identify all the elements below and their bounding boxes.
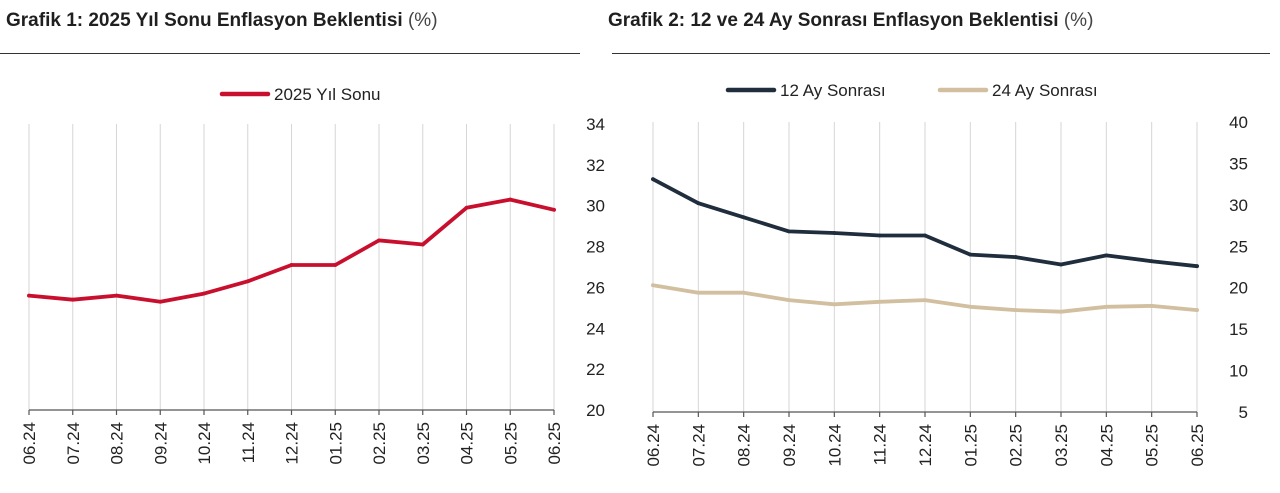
x-tick-label: 08.24: [735, 424, 754, 467]
x-tick-label: 03.25: [414, 422, 433, 465]
y-tick-label: 34: [586, 115, 605, 134]
data-point: [377, 238, 381, 243]
y-tick-label: 32: [586, 156, 605, 175]
y-tick-label: 10: [1229, 362, 1248, 381]
chart-1-svg: 06.24 07.24 08.24 09.24 10.24 11.24 12.24 01.25…: [20, 85, 605, 465]
y-tick-label: 30: [1229, 196, 1248, 215]
x-tick-label: 04.25: [1097, 424, 1116, 467]
data-point: [968, 252, 973, 257]
data-point: [923, 233, 927, 238]
y-tick-label: 28: [586, 238, 605, 257]
x-tick-label: 09.24: [151, 422, 170, 465]
data-point: [333, 263, 338, 267]
data-point: [696, 201, 701, 206]
chart-panel-1: Grafik 1: 2025 Yıl Sonu Enflasyon Beklen…: [0, 0, 605, 493]
data-point: [832, 231, 837, 235]
data-point: [1013, 308, 1018, 312]
data-point: [877, 233, 882, 238]
y-tick-label: 25: [1229, 237, 1248, 256]
chart-2-unit: (%): [1063, 10, 1094, 31]
data-point: [70, 297, 75, 302]
data-point: [202, 291, 206, 296]
x-tick-label: 01.25: [326, 422, 345, 465]
chart-1-unit: (%): [407, 10, 438, 31]
data-point: [1013, 255, 1018, 259]
x-tick-label: 11.24: [871, 424, 890, 465]
y-tick-label: 22: [586, 360, 605, 379]
data-point: [508, 197, 513, 202]
chart-2-svg: 06.24 07.24 08.24 09.24 10.24 11.24 12.24 01.25…: [644, 81, 1248, 467]
legend-label-1: 2025 Yıl Sonu: [274, 85, 381, 104]
chart-2-divider: [612, 53, 1270, 54]
chart-1-divider: [0, 53, 580, 54]
x-tick-label: 12.24: [916, 424, 935, 467]
x-tick-label: 10.24: [825, 424, 844, 467]
data-point: [1195, 264, 1199, 269]
data-point: [832, 302, 837, 307]
data-point: [923, 298, 927, 303]
data-point: [289, 263, 294, 267]
data-point: [741, 215, 746, 220]
y-tick-label: 15: [1229, 320, 1248, 339]
y-tick-label: 20: [1229, 279, 1248, 298]
x-tick-label: 01.25: [961, 424, 980, 467]
y-tick-label: 20: [586, 401, 605, 420]
data-point: [651, 283, 655, 288]
data-point: [651, 177, 655, 182]
data-point: [877, 299, 882, 304]
x-tick-label: 12.24: [283, 422, 302, 465]
x-tick-label: 04.25: [458, 422, 477, 465]
data-point: [114, 293, 119, 298]
y-tick-label: 35: [1229, 154, 1248, 173]
x-tick-label: 06.24: [20, 422, 39, 465]
x-tick-label: 05.25: [501, 422, 520, 465]
chart-2-title: Grafik 2: 12 ve 24 Ay Sonrası Enflasyon …: [608, 10, 1094, 31]
data-point: [787, 298, 791, 303]
x-tick-label: 10.24: [195, 422, 214, 465]
x-tick-label: 06.25: [545, 422, 564, 465]
x-tick-label: 11.24: [239, 422, 258, 463]
y-tick-label: 40: [1229, 113, 1248, 132]
x-tick-label: 07.24: [689, 424, 708, 467]
data-point: [1149, 304, 1154, 308]
x-tick-label: 02.25: [370, 422, 389, 465]
data-point: [552, 207, 556, 212]
x-tick-label: 06.24: [644, 424, 663, 467]
data-point: [464, 205, 469, 210]
y-tick-label: 5: [1239, 403, 1248, 422]
y-tick-label: 26: [586, 278, 605, 297]
chart-panel-2: Grafik 2: 12 ve 24 Ay Sonrası Enflasyon …: [600, 0, 1280, 493]
data-point: [968, 304, 973, 309]
x-tick-label: 09.24: [780, 424, 799, 467]
chart-1-title: Grafik 1: 2025 Yıl Sonu Enflasyon Beklen…: [6, 10, 438, 31]
data-point: [158, 299, 163, 304]
data-point: [1059, 262, 1063, 267]
data-point: [27, 293, 31, 298]
x-tick-label: 06.25: [1188, 424, 1207, 467]
data-point: [1104, 253, 1109, 258]
data-point: [1149, 259, 1154, 264]
data-point: [741, 290, 746, 295]
legend-label-1: 12 Ay Sonrası: [780, 81, 886, 100]
x-tick-label: 03.25: [1052, 424, 1071, 467]
x-tick-label: 08.24: [108, 422, 127, 465]
data-point: [696, 290, 701, 295]
x-tick-label: 02.25: [1007, 424, 1026, 467]
y-tick-label: 24: [586, 319, 605, 338]
data-point: [787, 229, 791, 234]
data-point: [1059, 309, 1063, 314]
x-tick-label: 05.25: [1143, 424, 1162, 467]
legend-label-2: 24 Ay Sonrası: [992, 81, 1098, 100]
data-point: [1104, 304, 1109, 309]
data-point: [1195, 308, 1199, 312]
y-tick-label: 30: [586, 197, 605, 216]
x-tick-label: 07.24: [64, 422, 83, 465]
data-point: [245, 279, 250, 284]
data-point: [420, 242, 425, 247]
